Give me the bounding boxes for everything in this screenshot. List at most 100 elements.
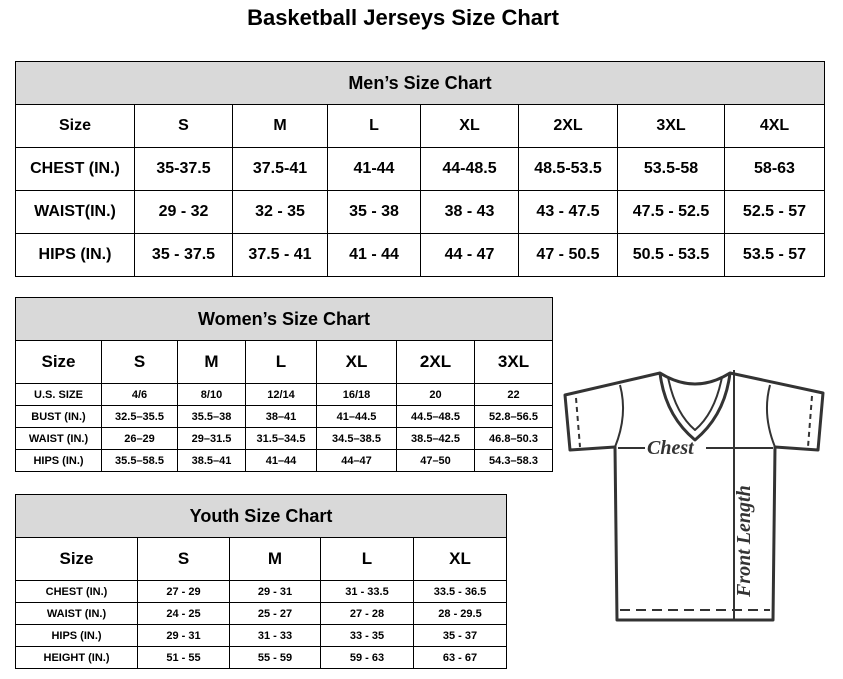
table-cell: 25 - 27 bbox=[229, 602, 321, 625]
row-header-cell: HIPS (IN.) bbox=[15, 233, 135, 277]
table-cell: 16/18 bbox=[316, 383, 397, 406]
table-row: WAIST(IN.) 29 - 32 32 - 35 35 - 38 38 - 43 43… bbox=[15, 190, 825, 234]
table-cell: 27 - 29 bbox=[137, 580, 230, 603]
table-cell: 29 - 31 bbox=[137, 624, 230, 647]
chest-label: Chest bbox=[647, 437, 695, 459]
table-cell: 12/14 bbox=[245, 383, 317, 406]
table-row: HEIGHT (IN.) 51 - 55 55 - 59 59 - 63 63 - 67 bbox=[15, 646, 508, 669]
table-cell: M bbox=[232, 104, 328, 148]
table-cell: M bbox=[229, 537, 321, 581]
table-cell: 48.5-53.5 bbox=[518, 147, 618, 191]
table-row: HIPS (IN.) 35.5–58.5 38.5–41 41–44 44–47 47–5… bbox=[15, 449, 554, 472]
table-row: WAIST (IN.) 26–29 29–31.5 31.5–34.5 34.5–38.… bbox=[15, 427, 554, 450]
front-length-label: Front Length bbox=[733, 485, 755, 598]
table-cell: S bbox=[137, 537, 230, 581]
table-cell: 35.5–38 bbox=[177, 405, 246, 428]
table-cell: 27 - 28 bbox=[320, 602, 414, 625]
table-cell: 31.5–34.5 bbox=[245, 427, 317, 450]
table-cell: 55 - 59 bbox=[229, 646, 321, 669]
table-cell: 38 - 43 bbox=[420, 190, 519, 234]
table-cell: 47–50 bbox=[396, 449, 475, 472]
table-cell: XL bbox=[412, 537, 508, 581]
row-header-cell: Size bbox=[15, 340, 102, 384]
table-cell: 3XL bbox=[473, 340, 554, 384]
table-cell: 2XL bbox=[518, 104, 618, 148]
table-cell: M bbox=[177, 340, 246, 384]
table-cell: 44 - 47 bbox=[420, 233, 519, 277]
table-row: U.S. SIZE 4/6 8/10 12/14 16/18 20 22 bbox=[15, 383, 554, 406]
row-header-cell: HIPS (IN.) bbox=[15, 449, 102, 472]
table-cell: 50.5 - 53.5 bbox=[617, 233, 725, 277]
row-header-cell: WAIST (IN.) bbox=[15, 602, 138, 625]
row-header-cell: HIPS (IN.) bbox=[15, 624, 138, 647]
table-row: CHEST (IN.) 27 - 29 29 - 31 31 - 33.5 33.5 -… bbox=[15, 580, 508, 603]
womens-table-title: Women’s Size Chart bbox=[14, 297, 554, 341]
table-cell: 29 - 31 bbox=[229, 580, 321, 603]
row-header-cell: WAIST (IN.) bbox=[15, 427, 102, 450]
row-header-cell: WAIST(IN.) bbox=[15, 190, 135, 234]
table-cell: 51 - 55 bbox=[137, 646, 230, 669]
table-cell: S bbox=[101, 340, 178, 384]
table-cell: 37.5-41 bbox=[232, 147, 328, 191]
womens-size-table: Women’s Size Chart Size S M L XL 2XL 3XL U.S. S… bbox=[14, 297, 554, 472]
row-header-cell: U.S. SIZE bbox=[15, 383, 102, 406]
mens-size-table: Men’s Size Chart Size S M L XL 2XL 3XL 4XL CHEST… bbox=[15, 61, 825, 277]
table-cell: 44.5–48.5 bbox=[396, 405, 475, 428]
table-row: HIPS (IN.) 29 - 31 31 - 33 33 - 35 35 - 37 bbox=[15, 624, 508, 647]
youth-table-title: Youth Size Chart bbox=[14, 494, 508, 538]
table-row: CHEST (IN.) 35-37.5 37.5-41 41-44 44-48.5 48.… bbox=[15, 147, 825, 191]
table-cell: 41-44 bbox=[327, 147, 421, 191]
table-row: HIPS (IN.) 35 - 37.5 37.5 - 41 41 - 44 44 - … bbox=[15, 233, 825, 277]
table-cell: 38–41 bbox=[245, 405, 317, 428]
table-cell: 31 - 33.5 bbox=[320, 580, 414, 603]
table-cell: L bbox=[320, 537, 414, 581]
table-cell: 28 - 29.5 bbox=[412, 602, 508, 625]
table-cell: 2XL bbox=[396, 340, 475, 384]
table-cell: 35.5–58.5 bbox=[101, 449, 178, 472]
table-cell: 54.3–58.3 bbox=[473, 449, 554, 472]
table-cell: 34.5–38.5 bbox=[316, 427, 397, 450]
table-cell: 22 bbox=[473, 383, 554, 406]
table-cell: 29–31.5 bbox=[177, 427, 246, 450]
row-header-cell: CHEST (IN.) bbox=[15, 580, 138, 603]
table-row: Size S M L XL bbox=[15, 537, 508, 581]
row-header-cell: CHEST (IN.) bbox=[15, 147, 135, 191]
table-cell: S bbox=[134, 104, 233, 148]
row-header-cell: Size bbox=[15, 537, 138, 581]
table-row: BUST (IN.) 32.5–35.5 35.5–38 38–41 41–44.5 44… bbox=[15, 405, 554, 428]
table-cell: 4/6 bbox=[101, 383, 178, 406]
table-cell: L bbox=[327, 104, 421, 148]
table-row: WAIST (IN.) 24 - 25 25 - 27 27 - 28 28 - 29.… bbox=[15, 602, 508, 625]
table-cell: 29 - 32 bbox=[134, 190, 233, 234]
table-cell: 24 - 25 bbox=[137, 602, 230, 625]
table-cell: 52.5 - 57 bbox=[724, 190, 825, 234]
table-cell: 41–44 bbox=[245, 449, 317, 472]
table-cell: 35-37.5 bbox=[134, 147, 233, 191]
table-cell: XL bbox=[316, 340, 397, 384]
table-cell: 35 - 38 bbox=[327, 190, 421, 234]
table-cell: 37.5 - 41 bbox=[232, 233, 328, 277]
table-cell: 26–29 bbox=[101, 427, 178, 450]
page-title: Basketball Jerseys Size Chart bbox=[247, 5, 559, 30]
mens-table-title: Men’s Size Chart bbox=[15, 61, 825, 105]
table-cell: XL bbox=[420, 104, 519, 148]
table-row: Size S M L XL 2XL 3XL bbox=[15, 340, 554, 384]
table-cell: 53.5-58 bbox=[617, 147, 725, 191]
table-cell: 32 - 35 bbox=[232, 190, 328, 234]
table-row: Size S M L XL 2XL 3XL 4XL bbox=[15, 104, 825, 148]
table-cell: 20 bbox=[396, 383, 475, 406]
table-cell: 3XL bbox=[617, 104, 725, 148]
table-cell: 46.8–50.3 bbox=[473, 427, 554, 450]
row-header-cell: BUST (IN.) bbox=[15, 405, 102, 428]
table-cell: 52.8–56.5 bbox=[473, 405, 554, 428]
table-cell: 59 - 63 bbox=[320, 646, 414, 669]
table-cell: 38.5–41 bbox=[177, 449, 246, 472]
row-header-cell: HEIGHT (IN.) bbox=[15, 646, 138, 669]
row-header-cell: Size bbox=[15, 104, 135, 148]
table-cell: L bbox=[245, 340, 317, 384]
table-cell: 41–44.5 bbox=[316, 405, 397, 428]
table-cell: 53.5 - 57 bbox=[724, 233, 825, 277]
table-cell: 63 - 67 bbox=[412, 646, 508, 669]
table-cell: 8/10 bbox=[177, 383, 246, 406]
table-cell: 47 - 50.5 bbox=[518, 233, 618, 277]
